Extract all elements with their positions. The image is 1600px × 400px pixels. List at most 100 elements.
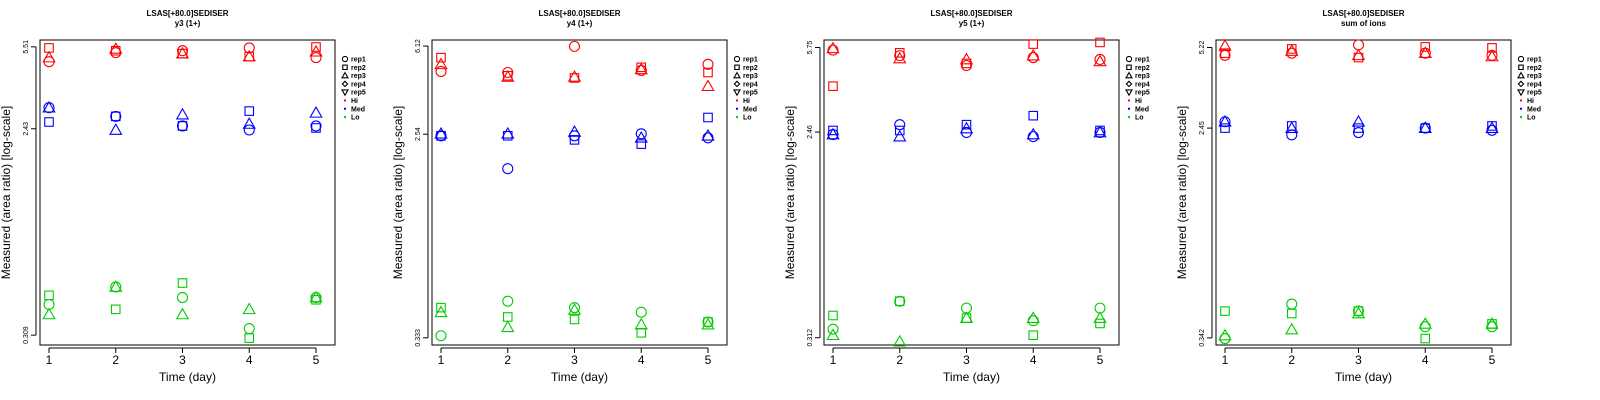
data-point [1351,48,1366,61]
data-point [702,58,714,70]
legend-label: Hi [1527,98,1534,105]
legend-marker [733,71,741,79]
legend-label: rep1 [1135,57,1150,64]
data-point [827,44,839,56]
data-point [894,48,905,58]
data-point [1026,127,1040,140]
data-point [1351,114,1366,127]
legend-marker [341,71,349,79]
data-point [1420,333,1431,344]
x-tick-label: 4 [1030,353,1037,367]
data-point [1026,311,1040,323]
data-point [634,62,648,75]
x-axis-label: Time (day) [551,370,608,384]
data-point [635,64,647,76]
data-point [502,295,514,307]
data-point [894,119,906,131]
legend-marker [1517,80,1525,88]
data-point [434,57,448,70]
data-point [1218,328,1232,341]
data-point [1218,39,1232,51]
data-point [175,307,190,320]
y-tick-label: 0.342 [1199,329,1206,347]
legend-marker [342,64,348,71]
x-tick-label: 4 [246,353,253,367]
data-point [435,65,447,77]
data-point [568,40,581,52]
data-point [1351,306,1366,319]
data-point [501,320,515,333]
data-point [42,307,56,320]
data-point [703,112,713,123]
data-point [435,330,447,342]
data-point [1485,121,1499,133]
legend-marker [733,89,741,97]
legend-label: rep2 [743,65,758,72]
legend-marker [1127,107,1131,110]
chart-title: LSAS[+80.0]SEDISER [538,9,620,18]
data-point [110,304,121,315]
data-point [894,295,906,307]
x-tick-label: 1 [1222,353,1229,367]
data-point [828,125,838,136]
legend-marker [735,115,739,119]
legend-marker [1127,99,1131,102]
data-point [635,128,647,140]
data-point [960,59,973,72]
data-point [109,123,123,135]
data-point [1285,322,1299,335]
data-point [826,127,840,140]
data-point [1028,39,1039,49]
legend-marker [1517,89,1525,97]
x-tick-label: 5 [1489,353,1496,367]
data-point [176,291,189,304]
legend-marker [1125,80,1133,88]
data-point [634,317,648,330]
x-tick-label: 5 [1097,353,1104,367]
data-point [1485,49,1499,62]
data-point [894,50,906,62]
data-point [311,42,321,52]
y-tick-label: 0.309 [23,326,30,344]
data-point [959,121,974,134]
data-point [502,66,514,79]
legend-label: Lo [1135,115,1144,122]
data-point [243,323,255,335]
data-point [1352,305,1365,317]
data-point [175,107,190,120]
legend-label: Lo [1527,115,1536,122]
data-point [44,117,54,127]
data-point [109,280,123,292]
legend-label: Hi [351,98,358,105]
x-tick-label: 5 [705,353,712,367]
legend-label: Med [1527,106,1541,113]
legend-label: Med [743,106,757,113]
legend-label: rep4 [1135,81,1150,88]
data-point [310,52,322,64]
data-point [1027,315,1039,327]
data-point [701,317,715,330]
x-axis-label: Time (day) [943,370,1000,384]
data-point [1093,125,1107,138]
legend-marker [341,89,349,97]
y-tick-label: 2.46 [807,125,814,139]
data-point [1026,48,1040,61]
legend-marker [1126,64,1132,71]
data-point [1487,43,1497,53]
data-point [310,120,322,132]
data-point [1095,318,1105,329]
data-point [1418,46,1432,59]
data-point [1418,317,1432,329]
y-axis-label: Measured (area ratio) [log-scale] [1175,106,1189,279]
data-point [501,69,515,82]
legend-label: rep3 [1135,73,1150,80]
legend-marker [1518,64,1524,71]
data-point [176,120,189,132]
data-point [894,296,905,307]
legend-label: Hi [743,98,750,105]
data-point [567,124,582,137]
